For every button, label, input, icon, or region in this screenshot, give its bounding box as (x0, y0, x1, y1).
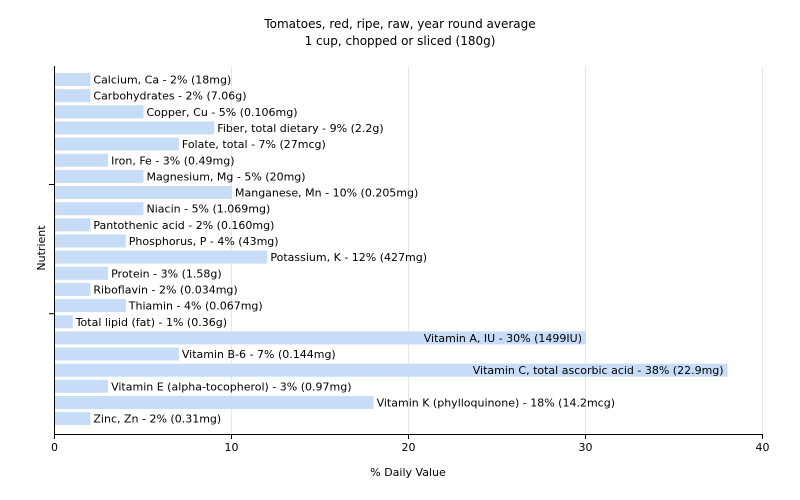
bar-label: Manganese, Mn - 10% (0.205mg) (235, 187, 418, 200)
bar-carbohydrates (55, 89, 91, 103)
bar-phosphorus-p (55, 234, 126, 248)
x-axis-title: % Daily Value (370, 466, 446, 479)
bar-label: Vitamin C, total ascorbic acid - 38% (22… (473, 364, 724, 377)
bar-pantothenic-acid (55, 218, 91, 232)
bar-vitamin-a-iu (55, 331, 586, 345)
bar-vitamin-e-alpha-tocopherol (55, 379, 109, 393)
bar-calcium-ca (55, 73, 91, 86)
bar-vitamin-k-phylloquinone (55, 396, 374, 409)
bar-label: Total lipid (fat) - 1% (0.36g) (75, 316, 227, 329)
bar-label: Vitamin E (alpha-tocopherol) - 3% (0.97m… (111, 380, 351, 393)
bar-total-lipid-fat (55, 315, 73, 329)
bar-label: Iron, Fe - 3% (0.49mg) (111, 154, 234, 167)
bar-zinc-zn (55, 412, 91, 426)
bar-copper-cu (55, 105, 144, 119)
bar-label: Fiber, total dietary - 9% (2.2g) (217, 122, 383, 135)
x-tick-label: 0 (51, 441, 58, 454)
y-axis-title: Nutrient (35, 225, 48, 271)
bar-label: Copper, Cu - 5% (0.106mg) (147, 106, 298, 119)
bar-iron-fe (55, 153, 109, 167)
bar-label: Potassium, K - 12% (427mg) (270, 251, 427, 264)
bar-label: Folate, total - 7% (27mcg) (182, 138, 326, 151)
bar-thiamin (55, 299, 126, 313)
bar-label: Protein - 3% (1.58g) (111, 267, 222, 280)
x-tick-label: 30 (579, 441, 593, 454)
bar-label: Vitamin A, IU - 30% (1499IU) (424, 332, 582, 345)
bar-label: Zinc, Zn - 2% (0.31mg) (93, 413, 221, 426)
bar-label: Pantothenic acid - 2% (0.160mg) (93, 219, 274, 232)
bar-label: Magnesium, Mg - 5% (20mg) (147, 170, 306, 183)
bar-label: Riboflavin - 2% (0.034mg) (93, 283, 237, 296)
bar-protein (55, 266, 109, 280)
bar-niacin (55, 202, 144, 216)
chart-title: Tomatoes, red, ripe, raw, year round ave… (263, 17, 535, 31)
x-tick-label: 20 (402, 441, 416, 454)
bar-folate-total (55, 137, 179, 151)
bar-riboflavin (55, 282, 91, 296)
bar-label-layer: Calcium, Ca - 2% (18mg) Carbohydrates - 2… (75, 74, 724, 426)
bar-label: Phosphorus, P - 4% (43mg) (129, 235, 279, 248)
axis-layer: 0 10 20 30 40 (49, 66, 770, 454)
bar-vitamin-b-6 (55, 347, 179, 361)
bar-magnesium-mg (55, 169, 144, 183)
x-tick-label: 40 (756, 441, 770, 454)
bar-vitamin-c-total-ascorbic-acid (55, 363, 728, 377)
bar-label: Vitamin B-6 - 7% (0.144mg) (182, 348, 336, 361)
bar-label: Vitamin K (phylloquinone) - 18% (14.2mcg… (377, 397, 615, 410)
bar-fiber-total-dietary (55, 121, 215, 135)
x-tick-label: 10 (225, 441, 239, 454)
bar-layer (55, 73, 728, 426)
chart-subtitle: 1 cup, chopped or sliced (180g) (305, 34, 496, 48)
bar-label: Niacin - 5% (1.069mg) (147, 203, 271, 216)
bar-potassium-k (55, 250, 268, 264)
bar-label: Carbohydrates - 2% (7.06g) (93, 90, 246, 103)
bar-label: Thiamin - 4% (0.067mg) (128, 300, 263, 313)
bar-manganese-mn (55, 186, 232, 199)
bar-label: Calcium, Ca - 2% (18mg) (93, 74, 231, 87)
